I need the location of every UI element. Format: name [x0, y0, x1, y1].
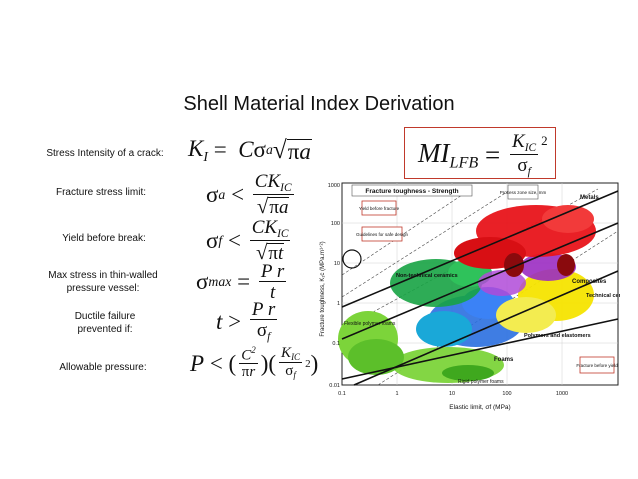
label-metals: Metals [580, 195, 599, 201]
note-yield-before-fracture: Yield before fracture [359, 206, 400, 211]
label-flexible-foams: Flexible polymer foams [344, 321, 396, 327]
page-title: Shell Material Index Derivation [183, 93, 455, 115]
y-tick-label: 100 [331, 221, 340, 227]
label-rigid-foams: Rigid polymer foams [458, 379, 504, 385]
y-tick-label: 0.01 [329, 383, 340, 389]
label-foams: Foams [494, 357, 514, 363]
note-fracture-before-yield: Fracture before yield [576, 363, 618, 368]
y-tick-label: 1 [337, 301, 340, 307]
y-tick-label: 1000 [328, 183, 340, 189]
x-tick-label: 0.1 [338, 391, 346, 397]
ashby-chart: 0.1 1 10 100 1000 1000 100 10 1 0.1 0.01 Elastic li… [319, 182, 620, 411]
eq-max-stress: σ max = P r t [196, 261, 287, 303]
label-max-stress: Max stress in thin-walled pressure vesse… [48, 270, 158, 294]
label-fracture-stress: Fracture stress limit: [55, 187, 146, 198]
label-stress-intensity: Stress Intensity of a crack: [46, 148, 164, 159]
label-ductile-failure: Ductile failure prevented if: [74, 311, 136, 335]
y-tick-label: 10 [334, 261, 340, 267]
x-tick-label: 1000 [556, 391, 568, 397]
x-tick-label: 10 [449, 391, 455, 397]
y-axis-label: Fracture toughness, K₁c (MPa.m¹ᐟ²) [319, 241, 326, 336]
x-tick-label: 1 [395, 391, 398, 397]
y-tick-label: 0.1 [332, 341, 340, 347]
x-tick-label: 100 [502, 391, 511, 397]
region-rigid-foams [442, 365, 494, 381]
label-non-tech-ceramics: Non-technical ceramics [396, 273, 458, 279]
label-composites: Composites [572, 279, 607, 285]
label-technical-ceramics: Technical ceramics [586, 293, 620, 299]
label-yield-before-break: Yield before break: [62, 233, 146, 244]
label-allowable-pressure: Allowable pressure: [59, 362, 147, 373]
material-index-box [404, 127, 556, 179]
note-guidelines: Guidelines for safe design [356, 232, 409, 237]
eq-allowable-pressure: P < ( C2 πr )( KIC σf 2) [190, 345, 319, 381]
note-process-zone: Process zone size, mm [500, 190, 547, 195]
eq-ductile-failure: t > P r σf [216, 299, 278, 343]
x-axis-label: Elastic limit, σf (MPa) [449, 404, 510, 411]
label-polymers: Polymers and elastomers [524, 333, 591, 339]
eq-material-index: MILFB = KIC σf 2 [418, 131, 548, 179]
chart-title: Fracture toughness - Strength [365, 188, 458, 195]
